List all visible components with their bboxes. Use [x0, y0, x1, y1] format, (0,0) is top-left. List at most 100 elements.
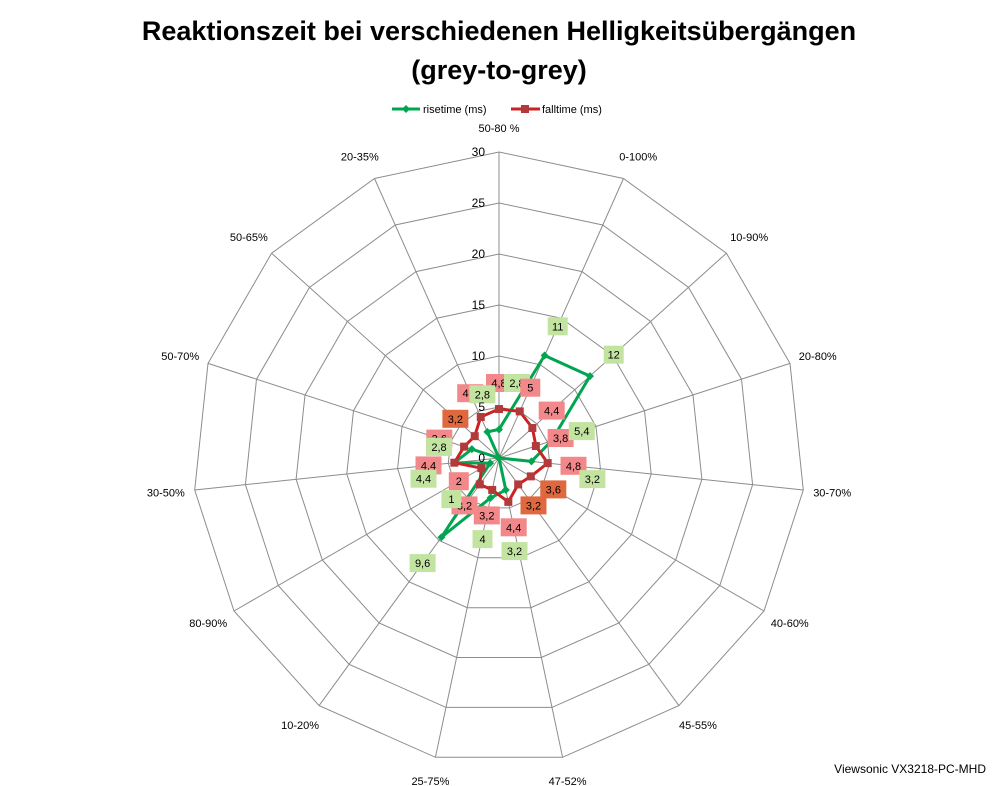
- risetime-data-label: 5,4: [574, 426, 589, 438]
- radial-tick-label: 30: [472, 145, 486, 159]
- chart-title-line1: Reaktionszeit bei verschiedenen Helligke…: [142, 16, 856, 46]
- data-labels: 4,8 2,8 5114,4123,85,44,83,23,63,24,43,23,…: [409, 317, 624, 573]
- risetime-data-label: 3,2: [585, 474, 600, 486]
- category-label: 45-55%: [679, 720, 717, 732]
- risetime-data-label-box: [579, 470, 606, 489]
- radial-tick-label: 15: [472, 298, 486, 312]
- risetime-data-label-box: [469, 385, 496, 404]
- falltime-marker: [531, 442, 540, 451]
- category-label: 40-60%: [771, 618, 809, 630]
- grid-spoke: [318, 457, 500, 706]
- risetime-data-label: 3,2: [507, 546, 522, 558]
- category-label: 10-20%: [281, 720, 319, 732]
- falltime-data-label: 2: [456, 476, 462, 488]
- grid-spoke: [194, 457, 500, 491]
- falltime-data-label-box: [500, 518, 527, 537]
- falltime-marker: [543, 459, 552, 468]
- falltime-data-label-box: [448, 472, 469, 491]
- radar-grid: [194, 151, 804, 758]
- category-label: 30-70%: [813, 488, 851, 500]
- risetime-data-label-box: [426, 437, 452, 456]
- falltime-marker: [504, 497, 513, 506]
- risetime-marker: [540, 351, 549, 360]
- falltime-marker: [514, 480, 523, 489]
- risetime-data-label: 2,8: [431, 442, 446, 454]
- category-label: 80-90%: [189, 618, 227, 630]
- risetime-data-label-box: [441, 490, 462, 509]
- risetime-data-label: 12: [608, 350, 620, 362]
- falltime-data-label: 5: [527, 383, 533, 395]
- grid-ring: [244, 202, 754, 708]
- risetime-data-label: 1: [448, 494, 454, 506]
- radial-tick-label: 5: [478, 400, 485, 414]
- grid-ring: [194, 151, 804, 758]
- category-labels: 50-80 % 0-100% 10-90% 20-80% 30-70% 40-60% 45-…: [147, 123, 851, 786]
- risetime-marker: [495, 425, 503, 434]
- risetime-marker: [486, 493, 495, 502]
- grid-spoke: [374, 178, 500, 459]
- grid-spoke: [498, 457, 680, 706]
- risetime-data-label: 11: [552, 321, 563, 333]
- risetime-data-label: 4,4: [416, 474, 431, 486]
- risetime-marker: [585, 372, 594, 381]
- risetime-data-label-box: [568, 422, 595, 441]
- risetime-data-label: 4: [479, 534, 485, 546]
- category-label: 50-65%: [230, 232, 268, 244]
- falltime-data-label: 3,8: [553, 433, 568, 445]
- risetime-marker: [437, 533, 446, 542]
- risetime-data-label-box: [547, 317, 568, 336]
- risetime-marker: [501, 485, 510, 494]
- category-label: 50-80 %: [479, 123, 520, 135]
- risetime-data-label-box: [410, 469, 437, 488]
- risetime-marker: [527, 457, 536, 466]
- radial-tick-label: 25: [472, 196, 486, 210]
- risetime-data-label-box: [501, 542, 528, 561]
- grid-ring: [346, 304, 652, 609]
- falltime-marker: [475, 480, 484, 489]
- risetime-data-label-box: [603, 345, 624, 364]
- risetime-data-label-box: [472, 530, 493, 549]
- grid-spoke: [498, 362, 791, 459]
- legend: risetime (ms) falltime (ms): [392, 104, 602, 116]
- falltime-data-label-box: [442, 409, 469, 428]
- category-label: 47-52%: [549, 776, 587, 786]
- category-label: 25-75%: [411, 776, 449, 786]
- chart-title-line2: (grey-to-grey): [411, 55, 587, 85]
- falltime-marker: [470, 432, 479, 441]
- legend-falltime-marker: [521, 105, 529, 113]
- legend-risetime-marker: [402, 105, 410, 113]
- category-label: 10-90%: [730, 232, 768, 244]
- radial-tick-label: 20: [472, 247, 486, 261]
- risetime-data-label: 9,6: [415, 558, 430, 570]
- risetime-marker: [486, 459, 495, 468]
- risetime-data-label: 2,8: [475, 389, 490, 401]
- category-label: 50-70%: [161, 351, 199, 363]
- falltime-marker: [450, 458, 459, 467]
- risetime-marker: [467, 445, 476, 454]
- falltime-marker: [515, 407, 524, 416]
- falltime-marker: [526, 472, 535, 481]
- series-markers: [437, 351, 594, 542]
- falltime-data-label-box: [520, 496, 547, 515]
- category-label: 20-80%: [799, 351, 837, 363]
- falltime-marker: [495, 405, 503, 414]
- category-label: 30-50%: [147, 488, 185, 500]
- radial-tick-label: 10: [472, 349, 486, 363]
- falltime-data-label: 3,6: [546, 484, 561, 496]
- legend-falltime-label: falltime (ms): [542, 104, 602, 116]
- falltime-data-label: 4,8: [566, 461, 581, 473]
- grid-ring: [295, 253, 703, 658]
- falltime-marker: [477, 464, 486, 473]
- falltime-data-label: 3,2: [526, 500, 541, 512]
- falltime-marker: [488, 485, 497, 494]
- falltime-data-label: 3,2: [448, 414, 463, 426]
- falltime-marker: [528, 423, 537, 432]
- falltime-data-label-box: [520, 378, 541, 397]
- radial-tick-label: 0: [478, 451, 485, 465]
- falltime-data-label: 4,4: [421, 460, 436, 472]
- radial-tick-labels: 0 5 10 15 20 25 30: [472, 145, 486, 465]
- grid-spoke: [498, 457, 564, 758]
- falltime-marker: [460, 442, 469, 451]
- grid-ring: [397, 355, 601, 559]
